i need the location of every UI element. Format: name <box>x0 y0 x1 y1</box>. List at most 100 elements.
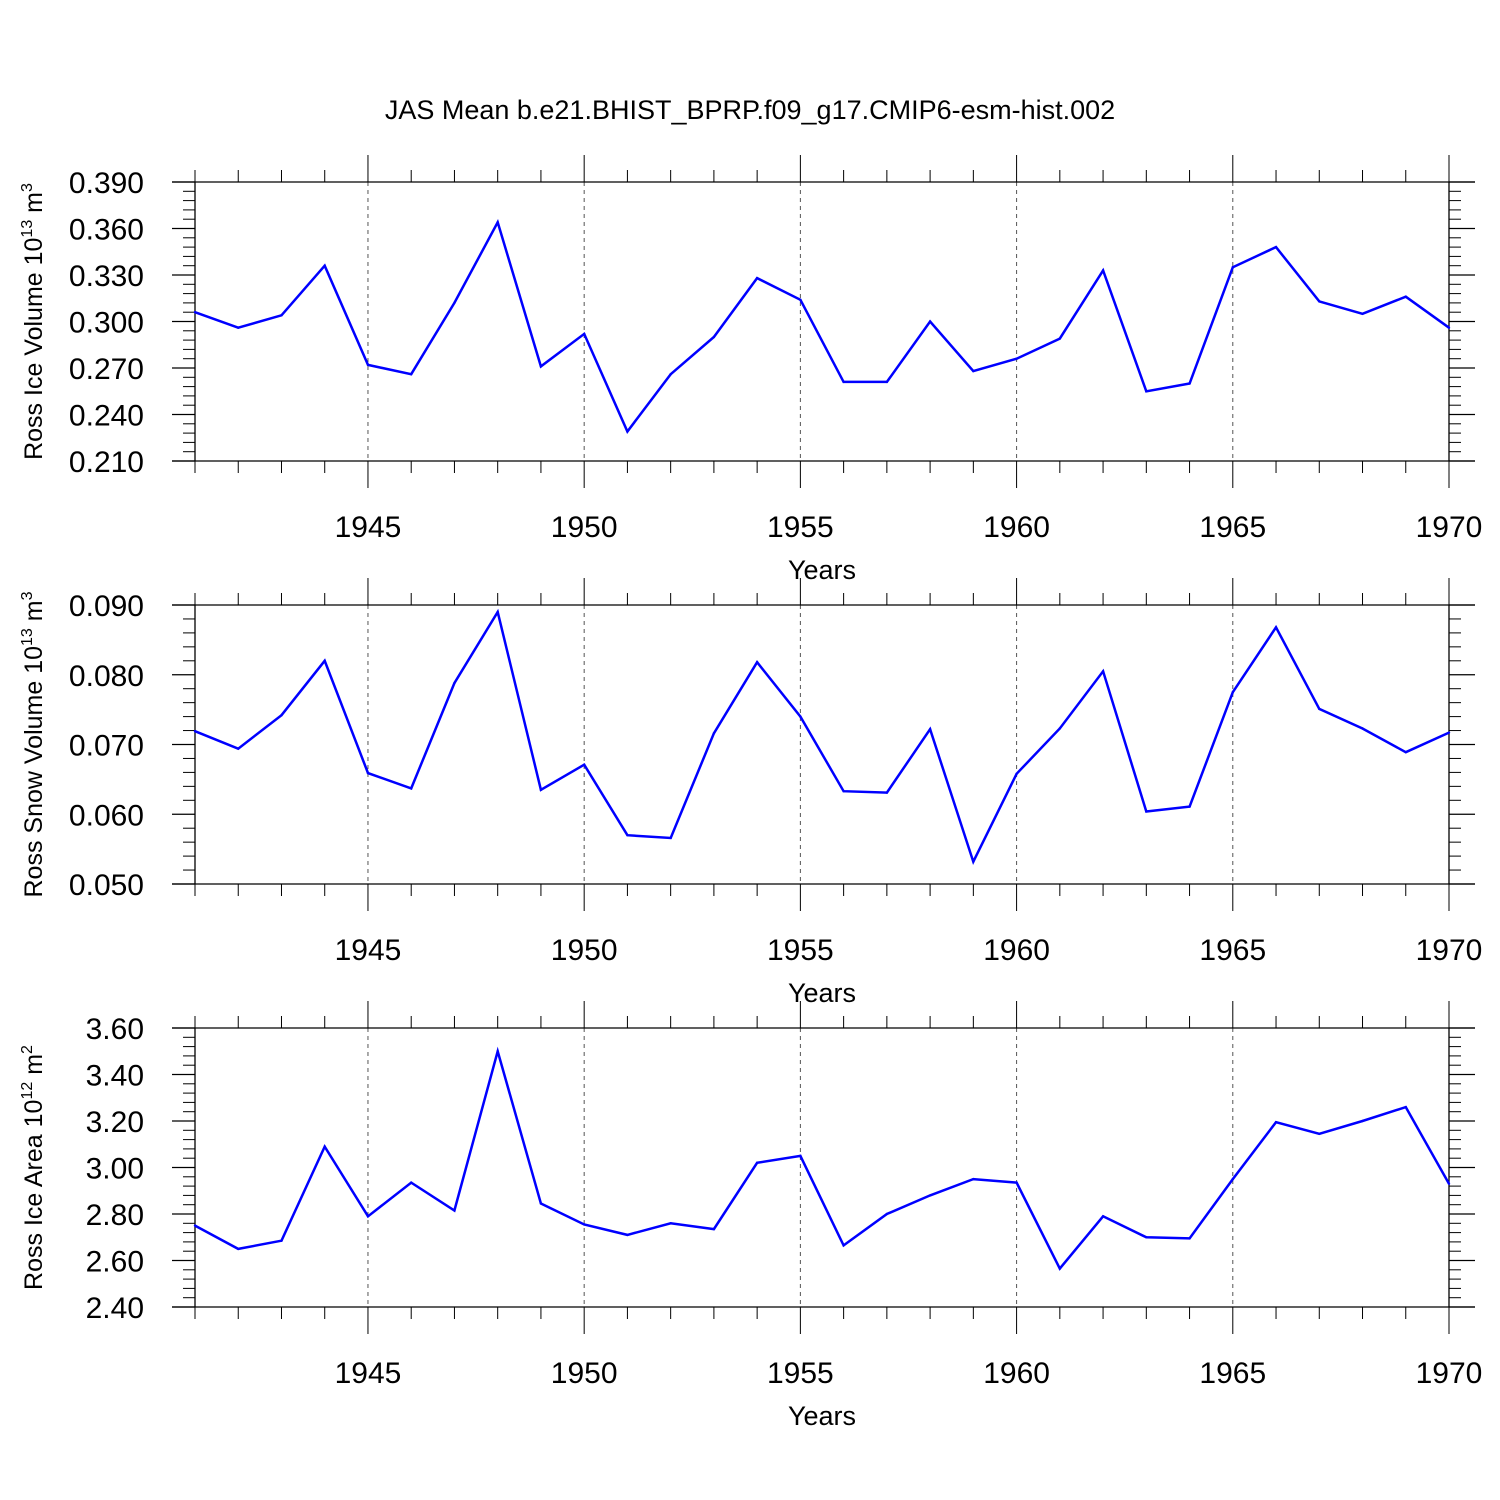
y-tick-label: 3.00 <box>86 1153 144 1186</box>
data-point <box>582 1223 586 1226</box>
y-tick-label: 0.050 <box>69 869 144 902</box>
data-point <box>237 1247 240 1251</box>
data-point <box>842 790 845 793</box>
data-point <box>1188 382 1191 385</box>
data-point <box>1015 1181 1018 1184</box>
data-point <box>366 1215 370 1218</box>
data-point <box>582 332 586 336</box>
data-point <box>496 1050 499 1053</box>
data-point <box>1447 1182 1451 1185</box>
x-tick-label: 1955 <box>767 1357 834 1390</box>
data-point <box>1188 1237 1191 1240</box>
data-point <box>1101 670 1105 673</box>
data-point <box>1318 1132 1321 1135</box>
data-point <box>755 1161 759 1165</box>
data-point <box>410 373 413 376</box>
y-tick-label: 0.300 <box>69 307 144 340</box>
data-point <box>1318 707 1321 711</box>
data-point <box>626 833 629 837</box>
data-point <box>539 788 543 792</box>
x-tick-label: 1960 <box>983 934 1050 967</box>
chart-panel-2: 0.050 0.060 0.070 0.080 0.090 1945 1950 1955 196… <box>19 578 1482 1008</box>
data-point <box>323 1145 326 1148</box>
data-point <box>1361 727 1364 730</box>
y-axis-label: Ross Ice Volume 1013 m3 <box>19 183 48 460</box>
data-point <box>626 1233 629 1237</box>
y-tick-label: 0.210 <box>69 446 144 479</box>
x-tick-label: 1945 <box>335 511 402 544</box>
data-point <box>1231 1177 1234 1181</box>
data-point <box>1058 1267 1062 1270</box>
x-tick-label: 1955 <box>767 934 834 967</box>
data-point <box>1274 626 1278 629</box>
data-point <box>972 369 975 373</box>
y-tick-label: 2.40 <box>86 1292 144 1325</box>
data-point <box>928 320 932 323</box>
y-tick-label: 0.060 <box>69 799 144 832</box>
x-tick-label: 1970 <box>1416 511 1483 544</box>
y-tick-label: 3.40 <box>86 1060 144 1093</box>
series-line <box>194 219 1450 434</box>
data-point <box>972 860 975 863</box>
data-point <box>1101 1215 1105 1218</box>
x-axis-label: Years <box>788 1401 856 1431</box>
x-tick-label: 1960 <box>983 1357 1050 1390</box>
series-line <box>194 1046 1451 1271</box>
data-point <box>1231 266 1234 269</box>
data-point <box>1361 1119 1364 1123</box>
data-point <box>972 1177 975 1181</box>
data-point <box>410 787 413 790</box>
y-axis-label: Ross Ice Area 1012 m2 <box>19 1045 48 1290</box>
data-point <box>1447 731 1451 734</box>
y-tick-label: 3.20 <box>86 1106 144 1139</box>
x-tick-label: 1970 <box>1416 1357 1483 1390</box>
data-point <box>1101 269 1105 272</box>
y-tick-label: 2.60 <box>86 1246 144 1279</box>
data-point <box>280 1239 283 1242</box>
data-point <box>453 681 456 685</box>
data-point <box>669 1222 672 1225</box>
data-point <box>1274 1120 1278 1124</box>
data-point <box>1404 295 1407 298</box>
data-point <box>842 1244 845 1247</box>
data-point <box>1015 772 1018 775</box>
data-point <box>193 311 197 314</box>
data-point <box>626 430 629 433</box>
y-tick-label: 0.080 <box>69 660 144 693</box>
data-point <box>755 660 759 664</box>
x-tick-label: 1950 <box>551 934 618 967</box>
data-point <box>1361 312 1364 315</box>
data-point <box>712 1227 716 1231</box>
x-tick-label: 1945 <box>335 934 402 967</box>
data-point <box>453 1209 456 1212</box>
data-point <box>193 1224 197 1227</box>
data-point <box>280 714 283 717</box>
data-point <box>453 301 456 305</box>
data-point <box>669 373 672 376</box>
y-tick-label: 2.80 <box>86 1199 144 1232</box>
data-point <box>755 276 759 280</box>
data-point <box>237 747 240 750</box>
data-point <box>842 380 845 384</box>
data-point <box>496 221 499 224</box>
data-point <box>366 363 370 367</box>
data-point <box>1404 1105 1407 1109</box>
y-tick-label: 0.390 <box>69 167 144 200</box>
data-point <box>1447 326 1451 329</box>
data-point <box>1274 245 1278 249</box>
data-point <box>1058 337 1062 340</box>
data-point <box>928 1194 932 1197</box>
x-axis-label: Years <box>788 555 856 585</box>
data-point <box>885 1212 889 1216</box>
data-point <box>1145 1236 1148 1239</box>
y-tick-label: 0.240 <box>69 400 144 433</box>
data-point <box>366 771 370 775</box>
y-tick-label: 0.330 <box>69 260 144 293</box>
data-point <box>323 659 326 662</box>
y-tick-label: 0.360 <box>69 214 144 247</box>
data-point <box>1145 810 1148 813</box>
x-tick-label: 1965 <box>1199 1357 1266 1390</box>
data-point <box>799 1154 802 1158</box>
x-tick-label: 1960 <box>983 511 1050 544</box>
data-point <box>799 715 802 718</box>
